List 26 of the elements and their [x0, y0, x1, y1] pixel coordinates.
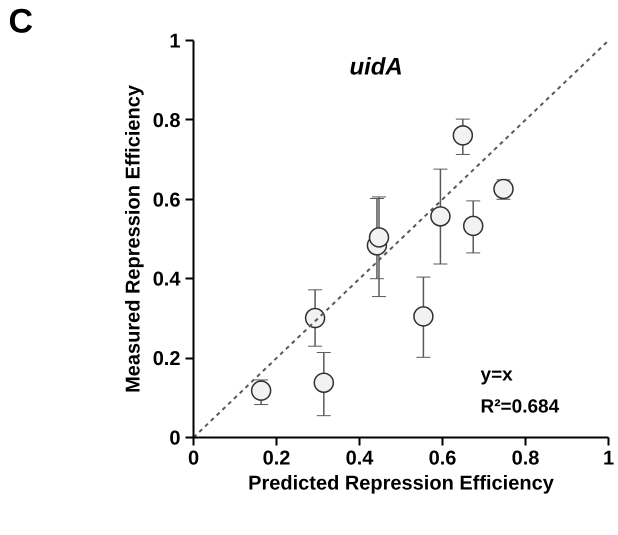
- x-tick-label: 1: [602, 448, 614, 470]
- x-tick-label: 0.6: [428, 448, 456, 470]
- y-tick-label: 0: [169, 428, 180, 450]
- point: [430, 206, 451, 227]
- x-tick-label: 0: [188, 448, 200, 470]
- annotation: y=x: [480, 364, 514, 386]
- point: [413, 306, 434, 327]
- y-tick-label: 0.4: [152, 268, 182, 291]
- y-tick-label: 1: [169, 30, 180, 52]
- x-tick-label: 0.8: [512, 448, 540, 470]
- annotation: R²=0.684: [480, 396, 560, 418]
- x-axis-title: Predicted Repression Efficiency: [248, 472, 555, 494]
- point: [314, 372, 334, 393]
- y-tick-label: 0.2: [152, 348, 181, 370]
- x-tick-label: 0.2: [262, 448, 290, 470]
- point: [368, 227, 390, 248]
- point: [462, 216, 484, 236]
- point: [452, 125, 474, 146]
- y-axis-title: Measured Repression Efficiency: [122, 84, 145, 393]
- y-tick-label: 0.6: [152, 189, 181, 212]
- text: uidA: [349, 54, 403, 80]
- x-tick-label: 0.4: [346, 448, 374, 470]
- point: [250, 380, 272, 401]
- text: C: [8, 2, 34, 40]
- point: [304, 308, 326, 328]
- y-tick-label: 0.8: [152, 110, 181, 132]
